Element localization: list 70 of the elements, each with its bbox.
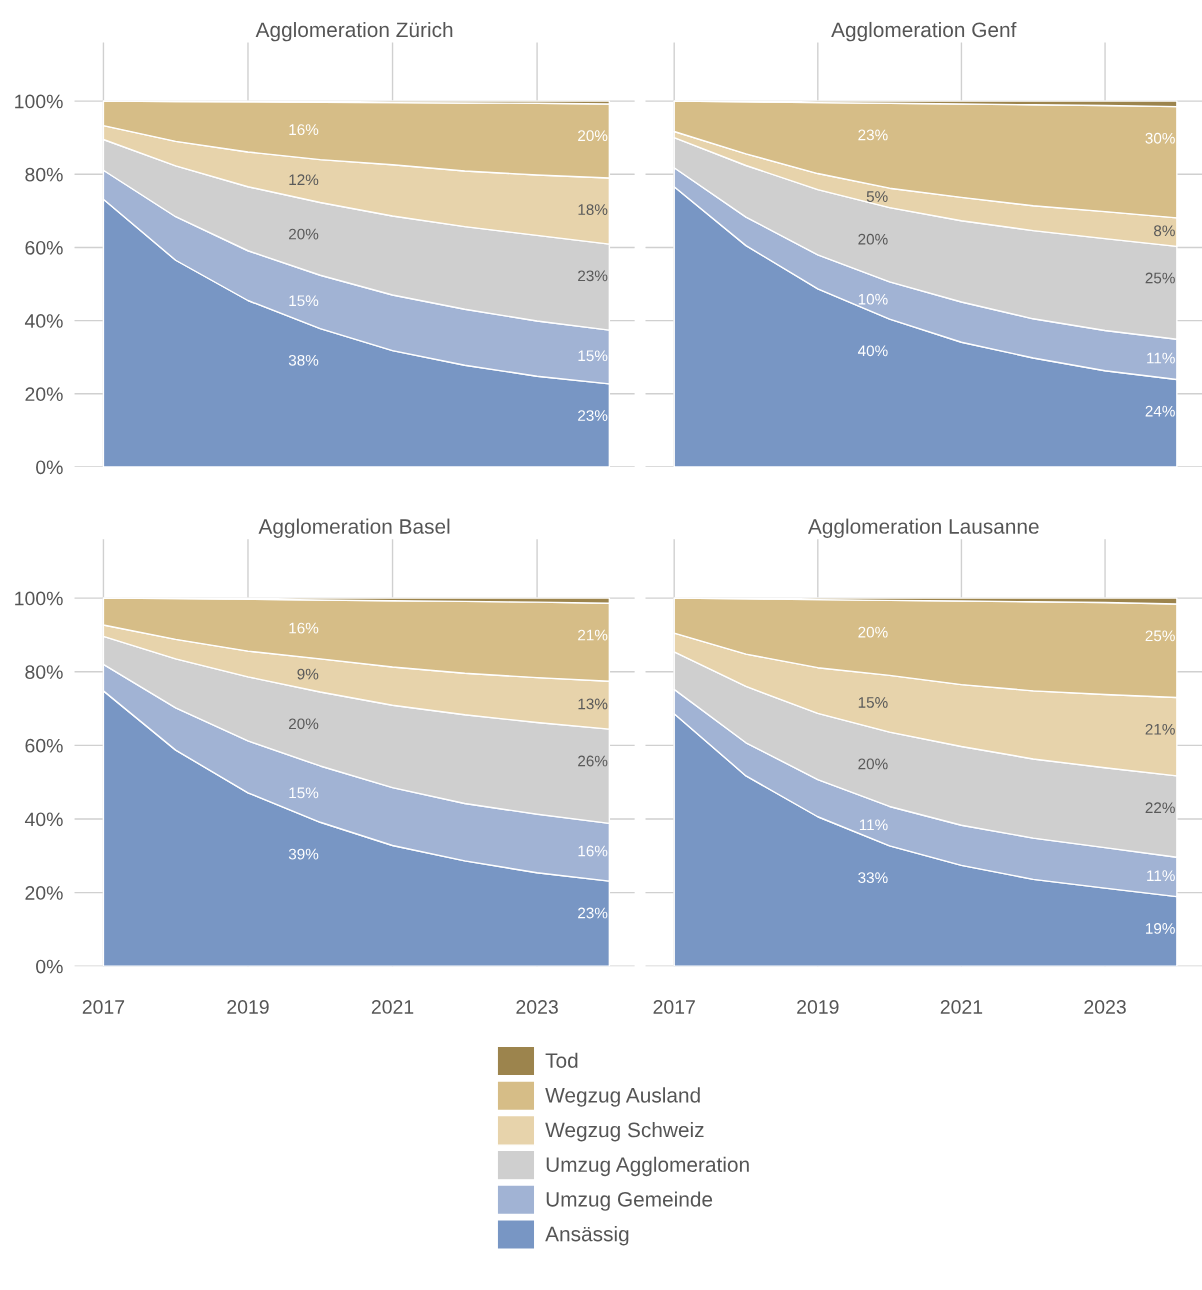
- x-tick-label: 2021: [371, 1000, 414, 1014]
- data-label: 23%: [858, 129, 888, 141]
- data-label: 26%: [578, 755, 608, 767]
- x-tick-label: 2019: [227, 1000, 269, 1014]
- y-tick-label: 20%: [25, 886, 63, 900]
- data-label: 9%: [297, 668, 319, 680]
- data-label: 15%: [289, 787, 319, 799]
- data-label: 30%: [1145, 132, 1175, 144]
- data-label: 12%: [289, 174, 319, 186]
- y-tick-label: 60%: [25, 240, 63, 255]
- legend-label: Wegzug Schweiz: [545, 1122, 704, 1142]
- data-label: 20%: [289, 718, 319, 730]
- data-label: 11%: [1147, 870, 1175, 881]
- y-tick-label: 0%: [36, 959, 63, 974]
- data-label: 15%: [578, 350, 608, 362]
- legend-label: Tod: [545, 1052, 578, 1068]
- data-label: 23%: [578, 907, 608, 919]
- data-label: 23%: [578, 410, 608, 421]
- x-tick-label: 2021: [940, 1000, 983, 1014]
- data-label: 13%: [578, 698, 608, 710]
- x-tick-label: 2017: [82, 1000, 125, 1014]
- x-tick-label: 2017: [653, 1000, 695, 1014]
- data-label: 19%: [1146, 923, 1175, 934]
- data-label: 20%: [578, 130, 608, 142]
- data-label: 25%: [1145, 272, 1175, 284]
- data-label: 20%: [289, 228, 319, 240]
- data-label: 38%: [288, 354, 319, 366]
- data-label: 16%: [289, 622, 319, 634]
- data-label: 15%: [289, 295, 319, 307]
- data-label: 24%: [1145, 405, 1175, 417]
- data-label: 5%: [866, 191, 888, 202]
- y-tick-label: 80%: [25, 665, 63, 679]
- y-tick-label: 100%: [15, 94, 63, 109]
- legend-label: Umzug Agglomeration: [546, 1156, 749, 1177]
- x-tick-label: 2019: [797, 1000, 839, 1014]
- y-tick-label: 100%: [15, 591, 63, 606]
- legend-label: Umzug Gemeinde: [546, 1191, 713, 1211]
- y-tick-label: 60%: [25, 738, 63, 753]
- chart-title: Agglomeration Zürich: [255, 21, 453, 42]
- data-label: 21%: [1145, 723, 1175, 735]
- chart-title: Agglomeration Genf: [831, 21, 1017, 42]
- data-label: 8%: [1154, 225, 1175, 237]
- chart-title: Agglomeration Basel: [258, 518, 450, 538]
- data-label: 18%: [578, 204, 608, 215]
- data-label: 16%: [289, 124, 319, 136]
- data-label: 33%: [858, 872, 888, 884]
- y-tick-label: 0%: [36, 460, 63, 475]
- data-label: 20%: [858, 233, 888, 245]
- data-label: 40%: [857, 345, 888, 357]
- y-tick-label: 40%: [24, 314, 63, 328]
- y-tick-label: 20%: [25, 387, 63, 402]
- y-tick-label: 80%: [25, 167, 63, 182]
- legend-label: Ansässig: [545, 1226, 629, 1246]
- data-label: 15%: [858, 697, 888, 708]
- data-label: 22%: [1145, 802, 1175, 814]
- data-label: 16%: [578, 845, 608, 857]
- chart-title: Agglomeration Lausanne: [807, 518, 1039, 538]
- data-label: 20%: [858, 758, 888, 770]
- data-label: 10%: [858, 293, 888, 305]
- x-tick-label: 2023: [516, 1000, 558, 1014]
- data-label: 25%: [1145, 630, 1175, 642]
- x-tick-label: 2023: [1084, 1000, 1126, 1014]
- data-label: 39%: [288, 848, 319, 860]
- data-label: 23%: [578, 270, 608, 282]
- data-label: 11%: [859, 819, 888, 831]
- data-label: 20%: [858, 626, 888, 638]
- y-tick-label: 40%: [24, 812, 63, 827]
- data-label: 21%: [578, 629, 608, 641]
- legend-label: Wegzug Ausland: [545, 1087, 700, 1107]
- data-label: 11%: [1147, 352, 1175, 364]
